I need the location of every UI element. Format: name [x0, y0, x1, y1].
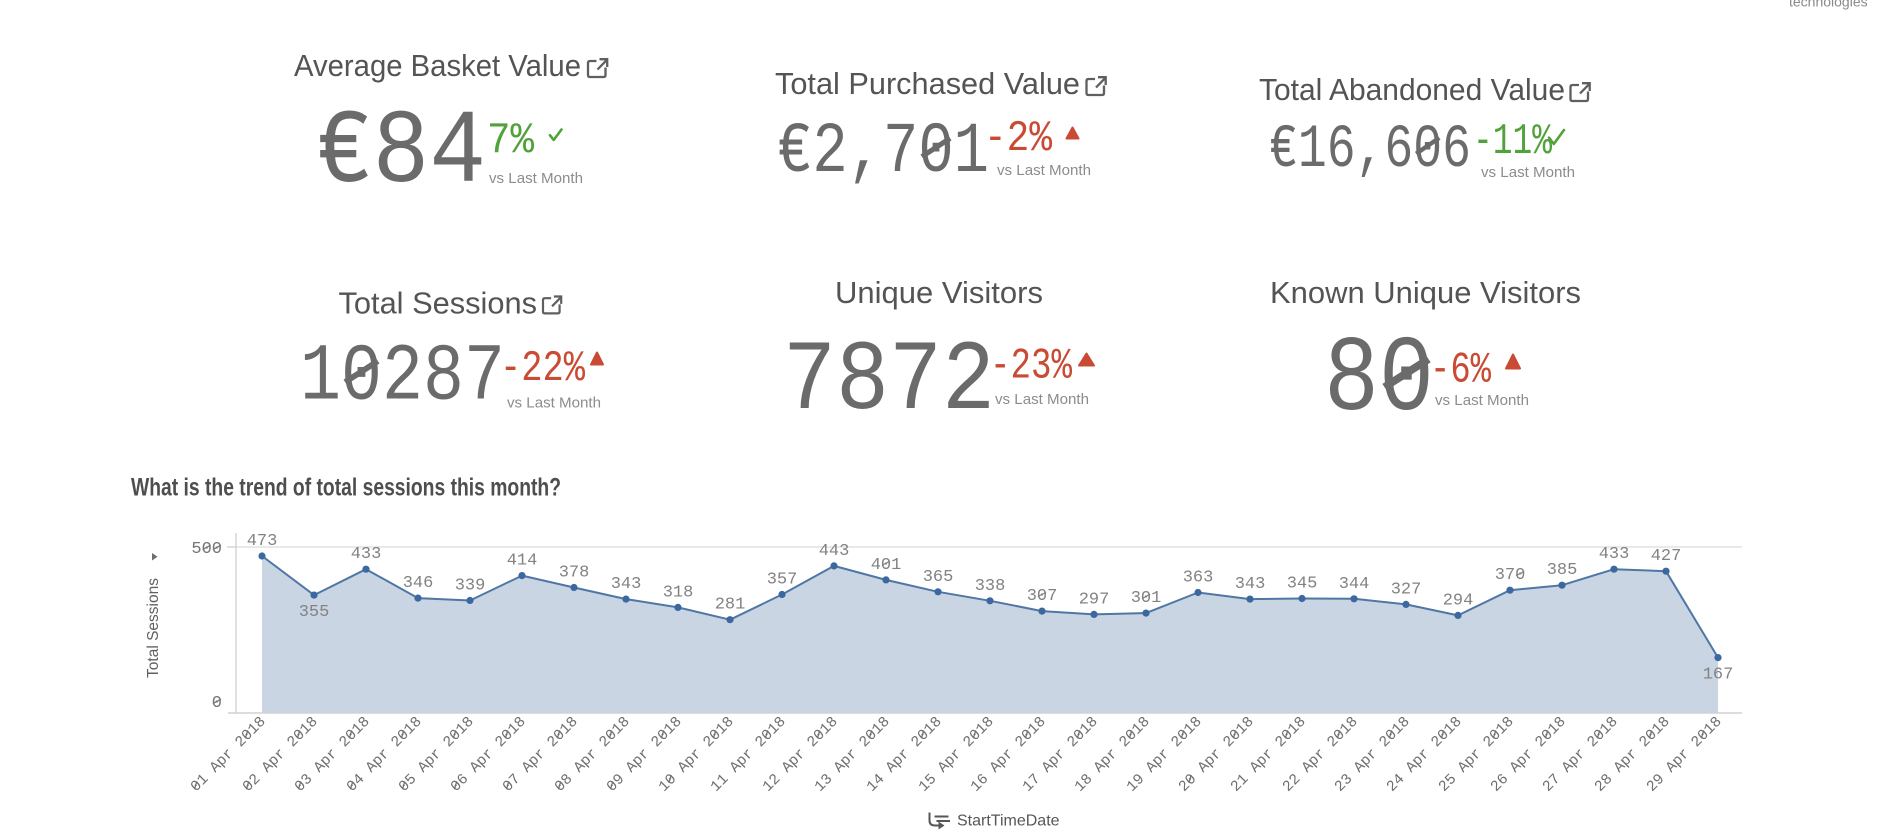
svg-text:401: 401: [871, 556, 902, 575]
svg-text:363: 363: [1183, 568, 1214, 587]
svg-text:301: 301: [1131, 589, 1162, 608]
svg-text:Known Unique Visitors: Known Unique Visitors: [1270, 275, 1581, 310]
svg-text:80: 80: [1324, 320, 1434, 442]
svg-text:443: 443: [819, 542, 850, 561]
svg-text:167: 167: [1703, 666, 1734, 685]
svg-text:7872: 7872: [783, 326, 995, 438]
svg-text:370: 370: [1495, 566, 1526, 585]
svg-text:414: 414: [507, 552, 538, 571]
svg-text:345: 345: [1287, 574, 1318, 593]
svg-text:344: 344: [1339, 575, 1370, 594]
svg-text:355: 355: [299, 603, 330, 622]
svg-text:433: 433: [351, 545, 382, 564]
svg-text:Total Sessions: Total Sessions: [339, 286, 538, 321]
svg-text:365: 365: [923, 568, 954, 587]
svg-text:vs Last Month: vs Last Month: [1481, 165, 1575, 181]
svg-text:vs Last Month: vs Last Month: [489, 171, 583, 187]
svg-text:Total Abandoned Value: Total Abandoned Value: [1259, 72, 1565, 107]
svg-text:vs Last Month: vs Last Month: [995, 392, 1089, 408]
svg-text:318: 318: [663, 583, 694, 602]
svg-text:vs Last Month: vs Last Month: [997, 163, 1091, 179]
svg-text:427: 427: [1651, 547, 1682, 566]
svg-text:-23%: -23%: [990, 342, 1072, 392]
svg-text:339: 339: [455, 576, 486, 595]
svg-text:Total Sessions: Total Sessions: [145, 578, 162, 678]
svg-text:357: 357: [767, 570, 798, 589]
svg-text:€2,701: €2,701: [777, 113, 989, 193]
svg-text:297: 297: [1079, 590, 1110, 609]
svg-text:-11%: -11%: [1473, 117, 1552, 167]
svg-text:343: 343: [1235, 575, 1266, 594]
svg-text:346: 346: [403, 574, 434, 593]
svg-text:vs Last Month: vs Last Month: [1435, 393, 1529, 409]
svg-text:Average Basket Value: Average Basket Value: [294, 48, 581, 83]
svg-text:What is the trend of total ses: What is the trend of total sessions this…: [131, 474, 561, 502]
svg-text:€16,606: €16,606: [1269, 116, 1471, 185]
svg-text:0: 0: [212, 694, 222, 713]
svg-text:-2%: -2%: [984, 114, 1053, 164]
svg-text:378: 378: [559, 564, 590, 583]
svg-text:€84: €84: [316, 94, 486, 213]
svg-text:-6%: -6%: [1430, 346, 1491, 396]
svg-text:307: 307: [1027, 587, 1058, 606]
svg-text:7%: 7%: [487, 116, 535, 166]
svg-text:433: 433: [1599, 545, 1630, 564]
svg-text:473: 473: [247, 532, 278, 551]
svg-text:technologies: technologies: [1789, 0, 1868, 10]
svg-text:500: 500: [191, 540, 222, 559]
svg-text:294: 294: [1443, 591, 1474, 610]
svg-text:Total Purchased Value: Total Purchased Value: [775, 66, 1080, 101]
svg-text:10287: 10287: [300, 333, 505, 424]
svg-text:Unique Visitors: Unique Visitors: [835, 275, 1043, 310]
svg-text:vs Last Month: vs Last Month: [507, 396, 601, 412]
svg-text:327: 327: [1391, 580, 1422, 599]
svg-text:385: 385: [1547, 561, 1578, 580]
svg-text:343: 343: [611, 575, 642, 594]
svg-text:-22%: -22%: [500, 344, 585, 394]
svg-text:338: 338: [975, 577, 1006, 596]
svg-text:StartTimeDate: StartTimeDate: [957, 813, 1060, 830]
svg-text:281: 281: [715, 596, 746, 615]
